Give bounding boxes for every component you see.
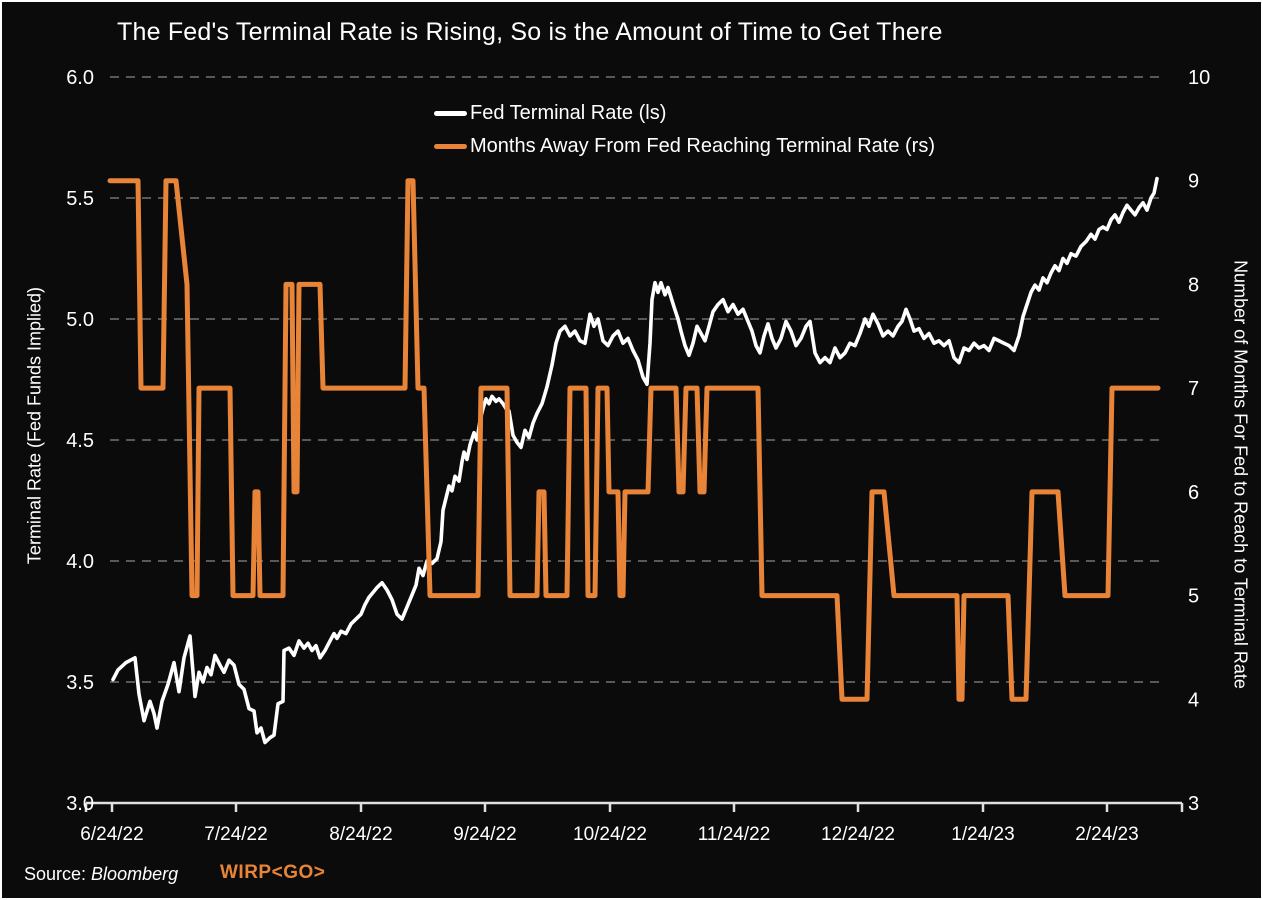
legend-item-months-away: Months Away From Fed Reaching Terminal R… <box>434 130 935 163</box>
svg-text:2/24/23: 2/24/23 <box>1075 824 1138 845</box>
svg-text:7/24/22: 7/24/22 <box>204 824 267 845</box>
svg-text:3: 3 <box>1188 793 1199 815</box>
svg-text:5.5: 5.5 <box>66 188 94 210</box>
x-axis-line <box>84 801 1184 812</box>
wirp-go-code: WIRP<GO> <box>220 862 326 883</box>
svg-text:9: 9 <box>1188 171 1199 193</box>
legend: Fed Terminal Rate (ls) Months Away From … <box>434 97 935 163</box>
left-axis-title: Terminal Rate (Fed Funds Implied) <box>24 286 45 565</box>
svg-text:12/24/22: 12/24/22 <box>821 824 895 845</box>
svg-text:4: 4 <box>1188 689 1199 711</box>
axis-tick-labels: 6.0 5.5 5.0 4.5 4.0 3.5 3.0 10 9 8 7 6 5 4 3 6/24/22 7/2… <box>66 67 1210 845</box>
source-line: Source: Bloomberg <box>24 864 178 885</box>
svg-text:7: 7 <box>1188 378 1199 400</box>
right-axis-title: Number of Months For Fed to Reach to Ter… <box>1230 260 1251 689</box>
source-name: Bloomberg <box>91 864 179 884</box>
svg-text:4.5: 4.5 <box>66 430 94 452</box>
svg-text:5: 5 <box>1188 586 1199 608</box>
legend-item-fed-terminal-rate: Fed Terminal Rate (ls) <box>434 97 935 130</box>
svg-text:4.0: 4.0 <box>66 551 94 573</box>
legend-label: Months Away From Fed Reaching Terminal R… <box>470 135 935 157</box>
svg-text:10/24/22: 10/24/22 <box>573 824 647 845</box>
legend-label: Fed Terminal Rate (ls) <box>470 102 667 124</box>
months-away-line <box>107 178 1161 702</box>
orange-line-swatch <box>434 144 467 149</box>
chart-title: The Fed's Terminal Rate is Rising, So is… <box>117 18 943 46</box>
fed-terminal-rate-line <box>111 176 1159 745</box>
svg-text:3.0: 3.0 <box>66 793 94 815</box>
svg-text:8: 8 <box>1188 274 1199 296</box>
svg-text:8/24/22: 8/24/22 <box>329 824 392 845</box>
svg-text:6/24/22: 6/24/22 <box>80 824 143 845</box>
gridlines <box>110 76 1165 683</box>
svg-text:3.5: 3.5 <box>66 672 94 694</box>
source-prefix: Source: <box>24 864 92 884</box>
svg-text:5.0: 5.0 <box>66 309 94 331</box>
svg-text:9/24/22: 9/24/22 <box>453 824 516 845</box>
svg-text:10: 10 <box>1188 67 1210 89</box>
svg-text:11/24/22: 11/24/22 <box>698 824 771 845</box>
svg-text:1/24/23: 1/24/23 <box>951 824 1014 845</box>
svg-text:6: 6 <box>1188 482 1199 504</box>
svg-text:6.0: 6.0 <box>66 67 94 89</box>
white-line-swatch <box>434 111 467 116</box>
